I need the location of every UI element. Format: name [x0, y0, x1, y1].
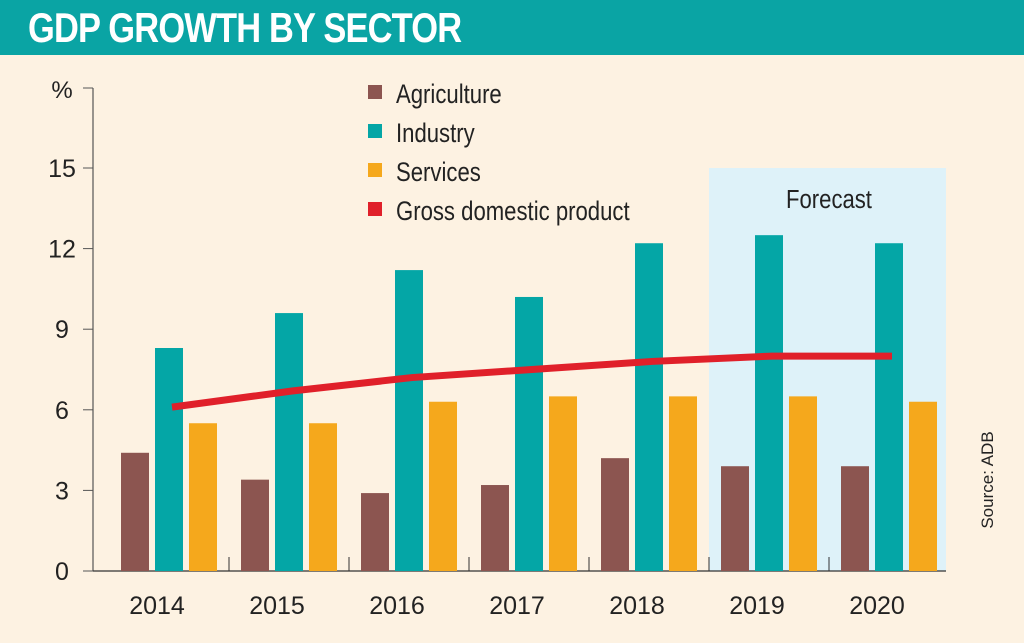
- y-tick-label: 3: [55, 477, 69, 505]
- forecast-label: Forecast: [786, 185, 872, 214]
- bar-industry: [155, 348, 183, 571]
- bar-services: [669, 396, 697, 571]
- bar-industry: [755, 235, 783, 571]
- y-tick-label: 12: [48, 236, 76, 264]
- bar-agriculture: [601, 458, 629, 571]
- bar-agriculture: [841, 466, 869, 571]
- x-tick-label: 2015: [249, 592, 305, 620]
- x-tick-label: 2020: [849, 592, 905, 620]
- y-tick-label: 0: [55, 558, 69, 586]
- bar-services: [909, 401, 937, 571]
- y-tick-label: 15: [48, 155, 76, 183]
- bar-services: [789, 396, 817, 571]
- y-axis-unit: %: [51, 77, 72, 104]
- bar-industry: [875, 243, 903, 571]
- bar-industry: [275, 313, 303, 571]
- source-note: Source: ADB: [978, 431, 997, 529]
- y-tick-label: 9: [55, 316, 69, 344]
- legend-swatch-gross-domestic-product: [368, 202, 382, 216]
- bar-services: [189, 423, 217, 571]
- header-band: GDP GROWTH BY SECTOR: [0, 0, 1024, 55]
- x-tick-label: 2017: [489, 592, 545, 620]
- bar-services: [549, 396, 577, 571]
- bar-agriculture: [121, 452, 149, 571]
- bar-industry: [635, 243, 663, 571]
- legend-label: Industry: [396, 119, 475, 149]
- bar-industry: [395, 270, 423, 571]
- bar-services: [309, 423, 337, 571]
- legend-label: Agriculture: [396, 80, 502, 110]
- bar-services: [429, 401, 457, 571]
- bar-agriculture: [361, 493, 389, 571]
- bar-agriculture: [241, 479, 269, 571]
- chart-title: GDP GROWTH BY SECTOR: [28, 4, 462, 51]
- bar-agriculture: [721, 466, 749, 571]
- legend-label: Gross domestic product: [396, 197, 630, 227]
- legend-swatch-agriculture: [368, 85, 382, 99]
- legend-label: Services: [396, 158, 481, 188]
- x-tick-label: 2019: [729, 592, 785, 620]
- legend-swatch-services: [368, 163, 382, 177]
- bar-industry: [515, 296, 543, 571]
- y-tick-label: 6: [55, 397, 69, 425]
- bar-agriculture: [481, 485, 509, 571]
- x-tick-label: 2014: [129, 592, 185, 620]
- x-tick-label: 2018: [609, 592, 665, 620]
- legend-swatch-industry: [368, 124, 382, 138]
- x-tick-label: 2016: [369, 592, 425, 620]
